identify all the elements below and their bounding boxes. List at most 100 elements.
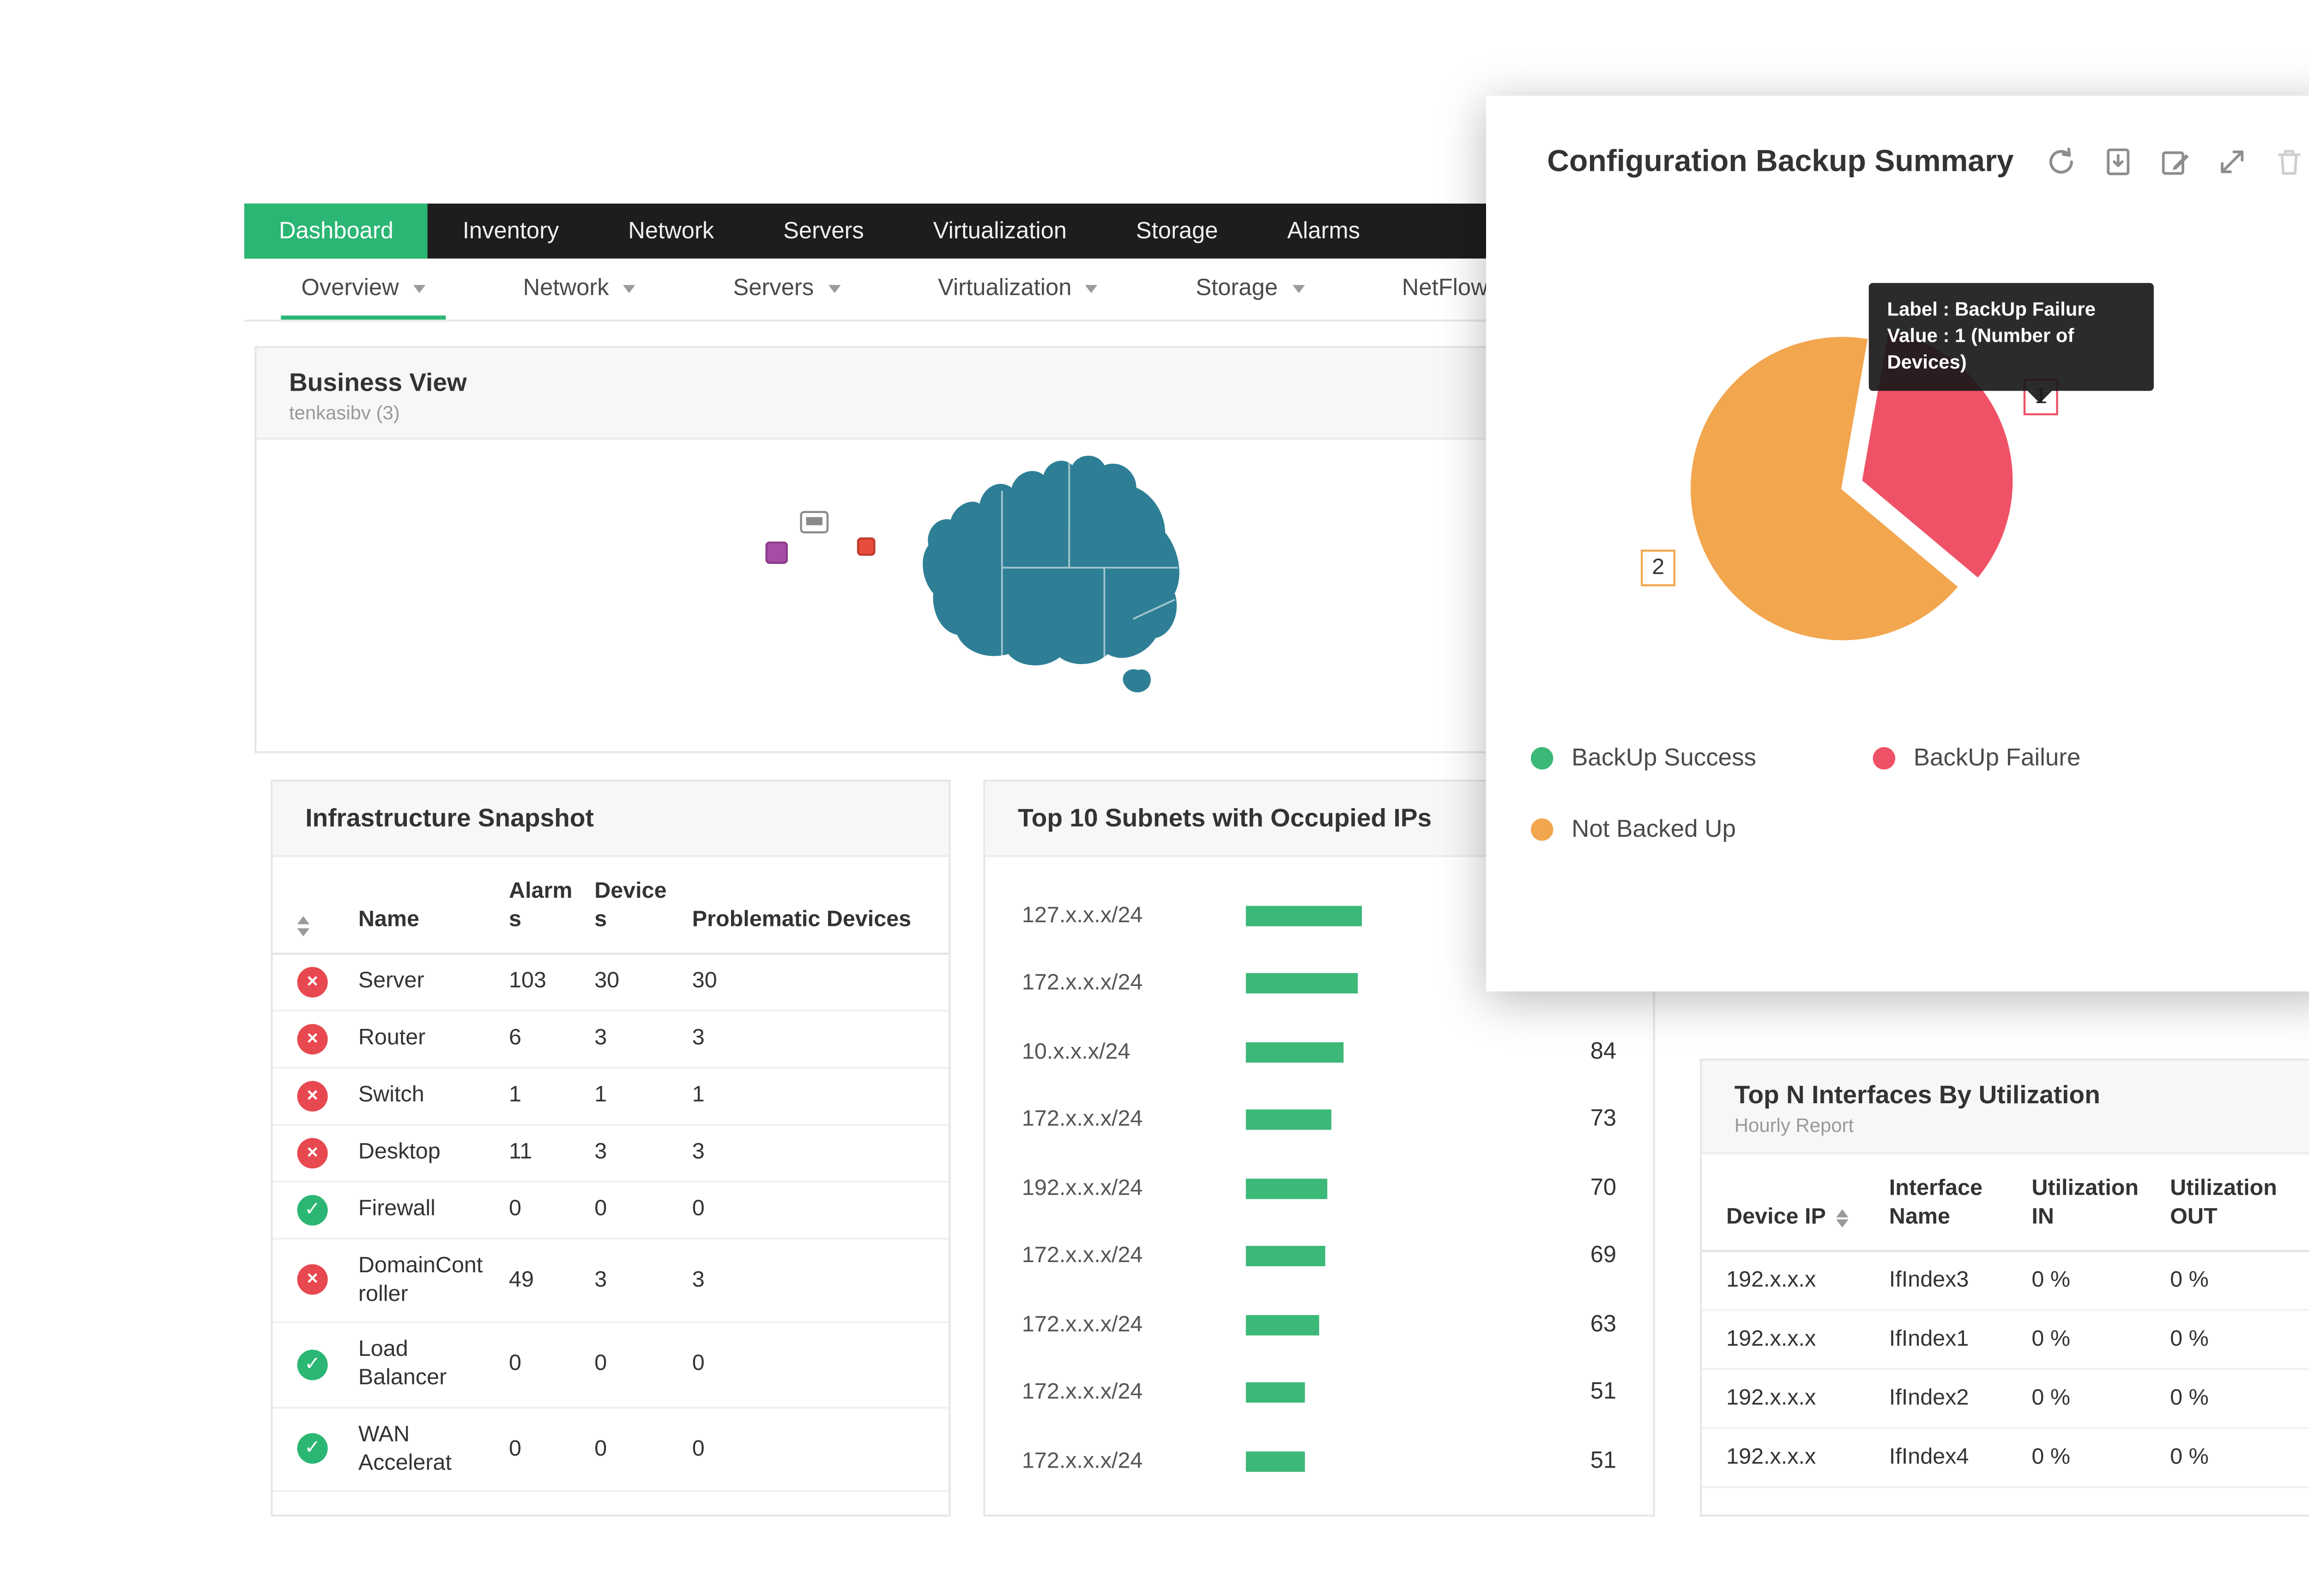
table-row[interactable]: Router 6 3 3 [272, 1011, 949, 1068]
tooltip-label-line: Label : BackUp Failure [1887, 299, 2096, 322]
subnav-virtualization-label: Virtualization [938, 277, 1072, 302]
subnet-bar[interactable] [1245, 1041, 1343, 1062]
tab-network[interactable]: Network [628, 218, 714, 243]
subnet-label: 172.x.x.x/24 [1022, 1380, 1143, 1405]
subnet-bar[interactable] [1245, 1110, 1331, 1130]
panel-title: Business View [289, 368, 467, 397]
sort-icon[interactable] [1836, 1209, 1849, 1228]
table-row[interactable]: 192.x.x.x IfIndex2 0 % 0 % [1702, 1369, 2309, 1428]
interfaces-subtitle: Hourly Report [1734, 1115, 1854, 1138]
map-marker-red[interactable] [857, 537, 876, 556]
column-header-interface-name[interactable]: Interface Name [1889, 1176, 1983, 1229]
legend-item-backup-success[interactable]: BackUp Success [1530, 743, 1873, 772]
row-devices: 3 [594, 1268, 607, 1293]
subnav-item-virtualization[interactable]: Virtualization [889, 259, 1147, 320]
export-icon[interactable] [2103, 146, 2134, 177]
table-row[interactable]: DomainController 49 3 3 [272, 1239, 949, 1324]
subnet-bar[interactable] [1245, 1383, 1305, 1403]
tab-servers[interactable]: Servers [783, 218, 864, 243]
tab-virtualization[interactable]: Virtualization [933, 218, 1067, 243]
panel-title: Top N Interfaces By Utilization [1734, 1081, 2100, 1110]
row-problematic: 3 [692, 1140, 705, 1165]
subnet-value: 51 [1590, 1449, 1617, 1474]
refresh-icon[interactable] [2046, 146, 2076, 177]
row-devices: 30 [594, 969, 620, 994]
column-header-name[interactable]: Name [358, 907, 419, 932]
table-row[interactable]: Server 103 30 30 [272, 954, 949, 1011]
column-header-devices[interactable]: Devices [594, 879, 667, 932]
sort-icon[interactable] [297, 916, 310, 936]
column-header-alarms[interactable]: Alarms [509, 879, 573, 932]
legend-item-not-backed-up[interactable]: Not Backed Up [1530, 814, 1873, 843]
australia-map[interactable] [877, 440, 1220, 708]
cell-utilization-out: 0 % [2170, 1385, 2209, 1410]
subnet-label: 192.x.x.x/24 [1022, 1176, 1143, 1201]
subnav-item-servers[interactable]: Servers [684, 259, 889, 320]
table-row[interactable]: Firewall 0 0 0 [272, 1182, 949, 1239]
subnet-bar[interactable] [1245, 1314, 1319, 1335]
subnav-item-overview[interactable]: Overview [253, 259, 474, 320]
legend-label: BackUp Failure [1913, 743, 2081, 772]
panel-title: Top 10 Subnets with Occupied IPs [1018, 804, 1432, 833]
row-name: Load Balancer [358, 1337, 447, 1391]
subnav-item-storage[interactable]: Storage [1147, 259, 1353, 320]
subnet-value: 51 [1590, 1380, 1617, 1405]
tab-storage[interactable]: Storage [1136, 218, 1218, 243]
ok-status-icon [297, 1434, 328, 1465]
subnet-bar[interactable] [1245, 1178, 1327, 1199]
row-name: Firewall [358, 1197, 435, 1221]
critical-status-icon [297, 1023, 328, 1054]
subnet-label: 127.x.x.x/24 [1022, 903, 1143, 928]
edit-icon[interactable] [2160, 146, 2190, 177]
chevron-down-icon [1292, 285, 1305, 293]
resize-icon[interactable] [2217, 146, 2248, 177]
interfaces-header: Top N Interfaces By Utilization Hourly R… [1702, 1060, 2309, 1155]
cell-interface-name: IfIndex2 [1889, 1385, 1969, 1410]
table-row[interactable]: 192.x.x.x IfIndex1 0 % 0 % [1702, 1310, 2309, 1369]
legend-dot-orange [1530, 817, 1553, 840]
row-alarms: 103 [509, 969, 546, 994]
row-problematic: 0 [692, 1437, 705, 1462]
delete-icon[interactable] [2274, 146, 2304, 177]
table-row[interactable]: Switch 1 1 1 [272, 1068, 949, 1125]
subnav-netflow-label: NetFlow [1402, 277, 1488, 302]
row-problematic: 0 [692, 1352, 705, 1377]
table-row[interactable]: WAN Accelerat 0 0 0 [272, 1408, 949, 1493]
chevron-down-icon [1086, 285, 1098, 293]
map-marker-purple[interactable] [765, 541, 788, 564]
column-header-utilization-out[interactable]: Utilization OUT [2170, 1176, 2277, 1229]
table-row[interactable]: 192.x.x.x IfIndex3 0 % 0 % [1702, 1251, 2309, 1310]
table-row[interactable]: 192.x.x.x IfIndex4 0 % 0 % [1702, 1428, 2309, 1487]
column-header-utilization-in[interactable]: Utilization IN [2031, 1176, 2139, 1229]
subnet-bar[interactable] [1245, 905, 1362, 926]
subnet-label: 172.x.x.x/24 [1022, 1244, 1143, 1269]
table-row[interactable]: Desktop 11 3 3 [272, 1125, 949, 1182]
column-header-device-ip[interactable]: Device IP [1726, 1204, 1826, 1229]
pie-slice-not-backed-up[interactable] [1688, 335, 1961, 642]
cell-device-ip: 192.x.x.x [1726, 1267, 1816, 1292]
subnet-bar[interactable] [1245, 1451, 1305, 1472]
subnet-label: 10.x.x.x/24 [1022, 1040, 1130, 1064]
table-row[interactable]: Load Balancer 0 0 0 [272, 1324, 949, 1409]
column-header-problematic[interactable]: Problematic Devices [692, 907, 912, 932]
row-devices: 0 [594, 1197, 607, 1221]
map-marker-monitor[interactable] [800, 511, 829, 533]
subnav-item-network[interactable]: Network [474, 259, 684, 320]
subnet-bar[interactable] [1245, 973, 1358, 994]
subnet-bar[interactable] [1245, 1246, 1326, 1267]
tab-inventory[interactable]: Inventory [462, 218, 559, 243]
interfaces-table-header: Device IP Interface Name Utilization IN … [1702, 1154, 2309, 1251]
cell-interface-name: IfIndex3 [1889, 1267, 1969, 1292]
monitor-icon [800, 511, 829, 533]
tab-dashboard[interactable]: Dashboard [244, 203, 428, 259]
backup-pie-chart [1688, 329, 2015, 642]
tab-alarms[interactable]: Alarms [1287, 218, 1360, 243]
business-view-panel: Business View tenkasibv (3) [254, 346, 1655, 754]
subnet-value: 70 [1590, 1176, 1617, 1201]
critical-status-icon [297, 1137, 328, 1168]
legend-item-backup-failure[interactable]: BackUp Failure [1873, 743, 2215, 772]
panel-title: Infrastructure Snapshot [305, 804, 594, 833]
subnet-value: 69 [1590, 1244, 1617, 1269]
subnet-row: 172.x.x.x/24 51 [1022, 1359, 1616, 1427]
row-alarms: 11 [509, 1140, 532, 1165]
